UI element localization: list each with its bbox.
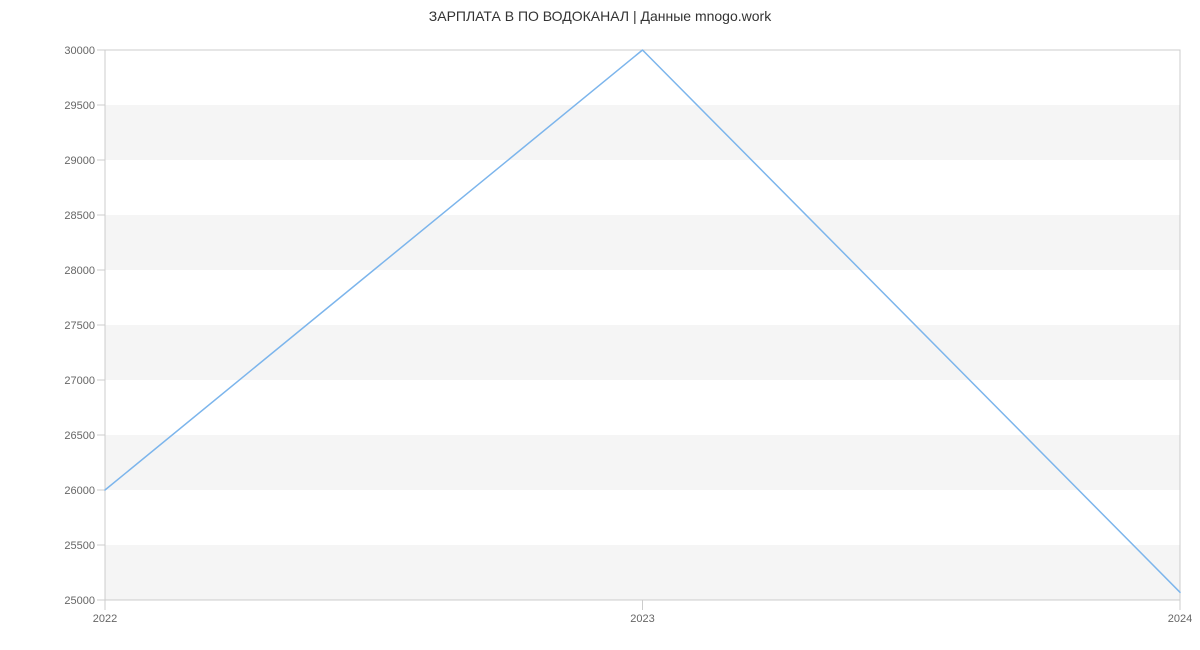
x-tick-label: 2022 <box>93 613 117 625</box>
chart-plot-area: 25000 25500 26000 26500 27000 27500 28000 28500… <box>0 0 1200 650</box>
x-tick-label: 2023 <box>630 613 654 625</box>
chart-title: ЗАРПЛАТА В ПО ВОДОКАНАЛ | Данные mnogo.w… <box>0 8 1200 24</box>
y-tick-label: 28000 <box>64 265 95 277</box>
y-tick-label: 27500 <box>64 320 95 332</box>
y-tick-label: 29500 <box>64 100 95 112</box>
y-tick-label: 27000 <box>64 375 95 387</box>
x-tick-label: 2024 <box>1168 613 1192 625</box>
y-tick-label: 29000 <box>64 155 95 167</box>
y-tick-label: 25500 <box>64 540 95 552</box>
salary-chart: ЗАРПЛАТА В ПО ВОДОКАНАЛ | Данные mnogo.w… <box>0 0 1200 650</box>
y-tick-label: 25000 <box>64 595 95 607</box>
y-tick-label: 26000 <box>64 485 95 497</box>
y-tick-label: 28500 <box>64 210 95 222</box>
y-tick-label: 26500 <box>64 430 95 442</box>
y-tick-label: 30000 <box>64 45 95 57</box>
